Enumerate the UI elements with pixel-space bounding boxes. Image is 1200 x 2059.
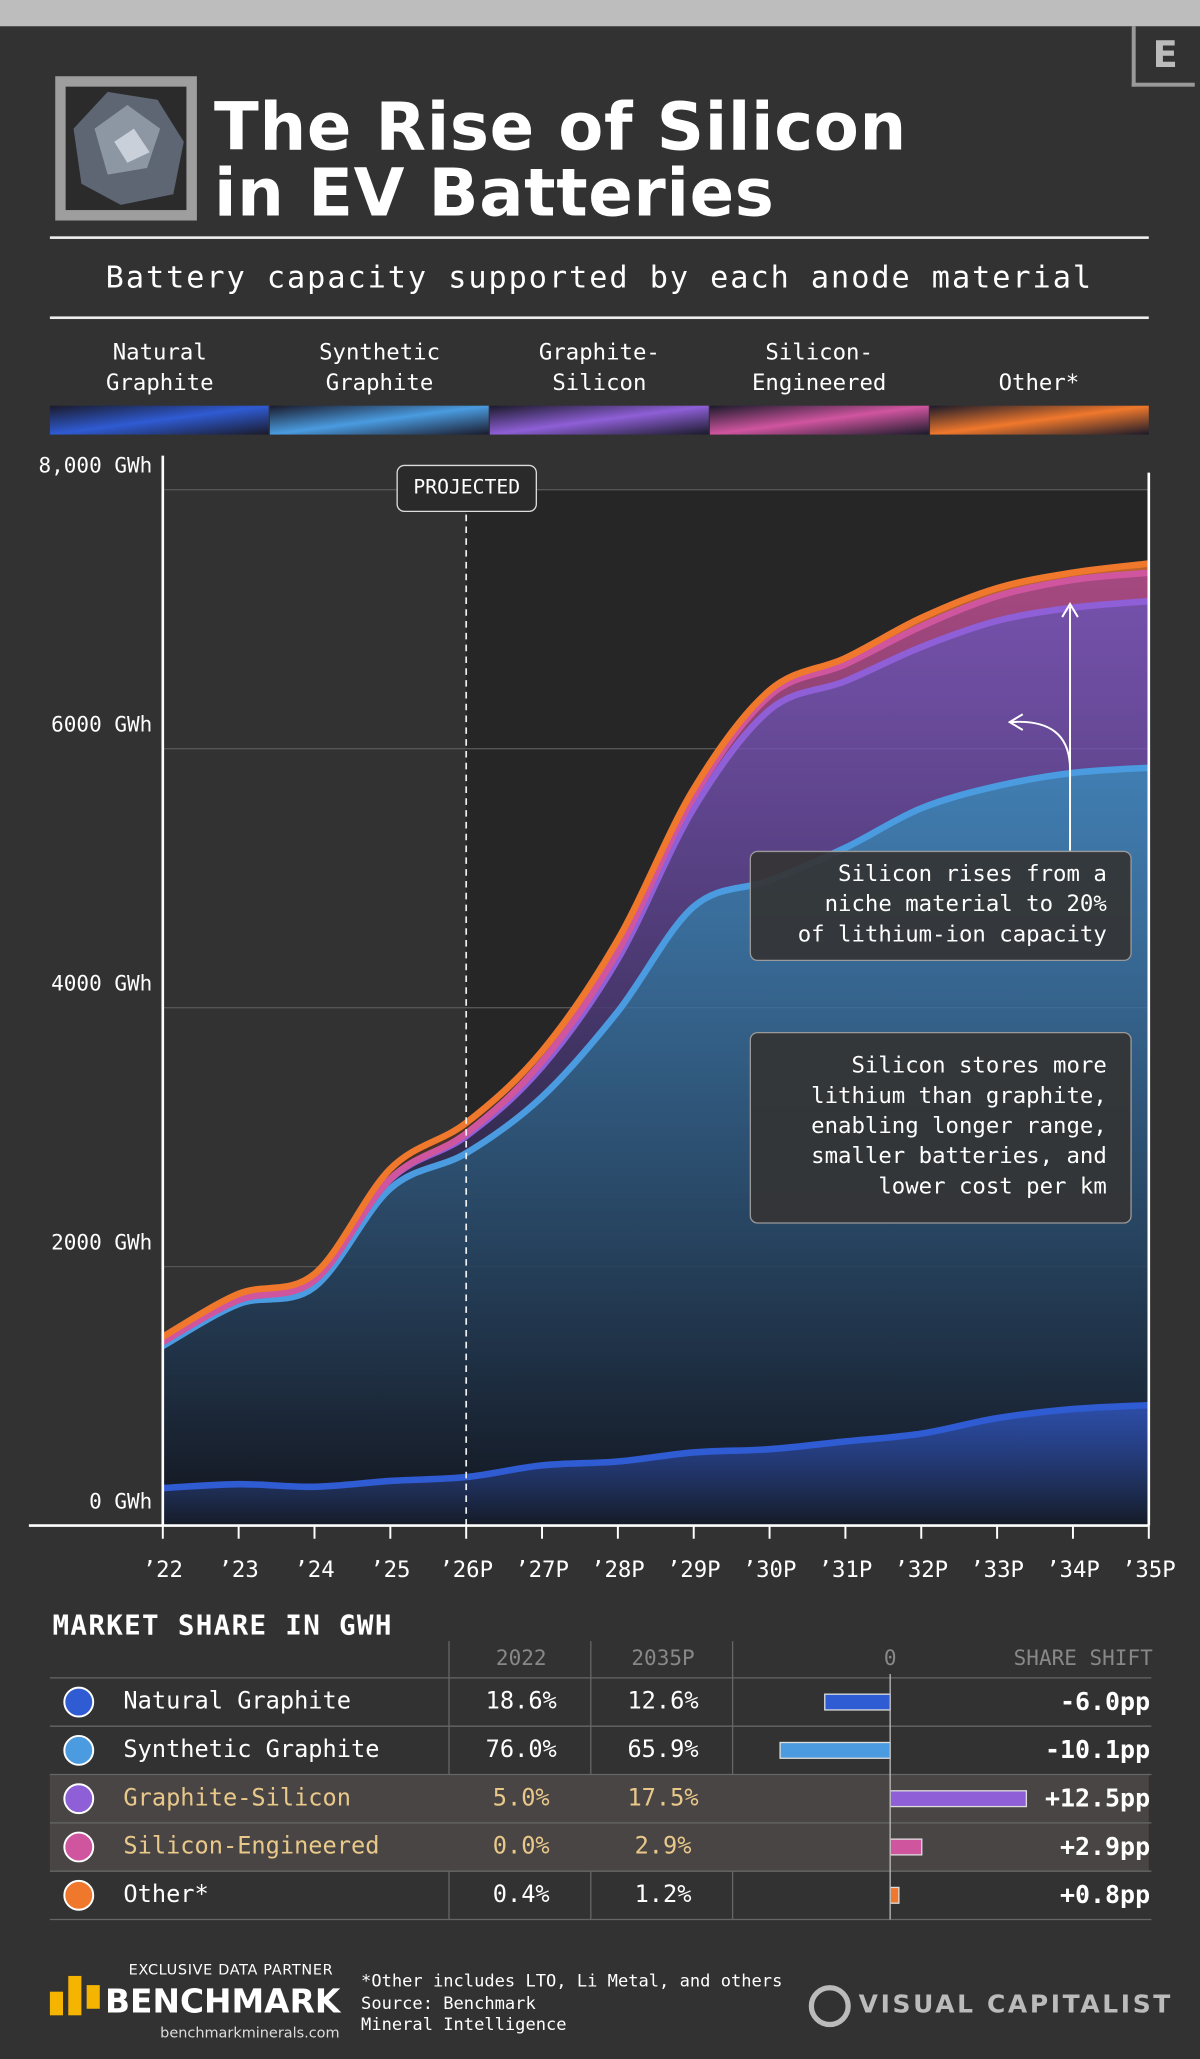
- share-2022: 0.0%: [493, 1832, 550, 1860]
- x-tick-label: ’34P: [1046, 1557, 1100, 1583]
- row-icon: [63, 1686, 95, 1718]
- x-tick-label: ’32P: [894, 1557, 948, 1583]
- row-name: Natural Graphite: [123, 1687, 351, 1715]
- x-tick-label: ’31P: [819, 1557, 873, 1583]
- y-tick-label: 6000 GWh: [51, 713, 152, 737]
- x-tick-label: ’26P: [439, 1557, 493, 1583]
- partner: BENCHMARK: [105, 1982, 341, 2021]
- row-icon: [63, 1783, 95, 1815]
- row-name: Graphite-Silicon: [123, 1783, 351, 1811]
- y-tick-label: 0 GWh: [89, 1490, 152, 1514]
- x-tick-label: ’33P: [970, 1557, 1024, 1583]
- table-title: MARKET SHARE IN GWH: [53, 1609, 393, 1642]
- row-icon: [63, 1879, 95, 1911]
- x-tick-label: ’28P: [591, 1557, 645, 1583]
- row-icon: [63, 1734, 95, 1766]
- source: Source: Benchmark Mineral Intelligence: [361, 1994, 567, 2036]
- x-tick-label: ’29P: [667, 1557, 721, 1583]
- share-2035: 1.2%: [635, 1880, 692, 1908]
- y-tick-label: 8,000 GWh: [39, 454, 153, 478]
- share-2022: 5.0%: [493, 1783, 550, 1811]
- partner-url: benchmarkminerals.com: [160, 2024, 340, 2042]
- logo: E: [1131, 26, 1195, 87]
- shift-bar: [824, 1693, 891, 1711]
- arrowhead: [1061, 602, 1079, 618]
- row-name: Other*: [123, 1880, 208, 1908]
- legend-label: Natural Graphite: [106, 340, 214, 397]
- annotation: Silicon rises from a niche material to 2…: [749, 850, 1132, 962]
- brand: VISUAL CAPITALIST: [858, 1990, 1173, 2020]
- legend-swatch: [269, 405, 489, 435]
- column-header: 2022: [496, 1646, 547, 1670]
- legend: Natural Graphite Synthetic Graphite Graphi…: [50, 336, 1149, 399]
- vc-logo: [808, 1985, 851, 2028]
- x-tick-label: ’24: [294, 1557, 334, 1583]
- rule: [49, 236, 1149, 239]
- rock-icon: [55, 76, 197, 221]
- area: [162, 601, 1149, 1347]
- shift-label: +12.5pp: [1045, 1784, 1150, 1813]
- series-line: [161, 764, 1150, 1349]
- legend-label: Graphite-Silicon: [538, 340, 660, 397]
- shift-label: +2.9pp: [1060, 1832, 1150, 1861]
- arrowhead: [1007, 713, 1024, 731]
- partner-label: EXCLUSIVE DATA PARTNER: [128, 1961, 334, 1979]
- legend-label: Synthetic Graphite: [319, 340, 441, 397]
- top-bar: [0, 0, 1200, 27]
- y-tick-label: 2000 GWh: [51, 1231, 152, 1255]
- shift-bar: [889, 1838, 923, 1856]
- x-tick-label: ’27P: [515, 1557, 569, 1583]
- legend-label: Silicon-Engineered: [751, 340, 887, 397]
- share-2035: 12.6%: [627, 1687, 698, 1715]
- shift-label: -6.0pp: [1060, 1687, 1150, 1716]
- benchmark-logo: [49, 1975, 100, 2016]
- legend-swatch: [489, 405, 709, 435]
- shift-label: -10.1pp: [1045, 1735, 1150, 1764]
- row-name: Silicon-Engineered: [123, 1832, 379, 1860]
- shift-bar: [779, 1741, 891, 1759]
- share-2022: 76.0%: [486, 1735, 557, 1763]
- share-2035: 2.9%: [635, 1832, 692, 1860]
- projected-label: PROJECTED: [396, 464, 537, 513]
- x-tick-label: ’35P: [1122, 1557, 1176, 1583]
- shift-bar: [889, 1886, 900, 1904]
- series-line: [162, 1401, 1149, 1492]
- x-tick-label: ’23: [219, 1557, 259, 1583]
- legend-swatch: [930, 405, 1149, 435]
- legend-swatch: [49, 405, 269, 435]
- y-tick-label: 4000 GWh: [51, 972, 152, 996]
- legend-swatch: [710, 405, 929, 435]
- row-highlight: [49, 1822, 1149, 1872]
- column-header: 2035P: [631, 1646, 694, 1670]
- column-header: 0: [884, 1646, 897, 1670]
- x-tick-label: ’22: [143, 1557, 183, 1583]
- series-line: [161, 569, 1150, 1345]
- share-2035: 17.5%: [627, 1783, 698, 1811]
- footnote: *Other includes LTO, Li Metal, and other…: [361, 1971, 783, 1992]
- subtitle: Battery capacity supported by each anode…: [105, 261, 1093, 296]
- row-name: Synthetic Graphite: [123, 1735, 379, 1763]
- legend-label: Other*: [998, 370, 1080, 397]
- share-2035: 65.9%: [627, 1735, 698, 1763]
- row-icon: [63, 1831, 95, 1863]
- series-line: [161, 560, 1150, 1340]
- column-header: SHARE SHIFT: [1014, 1646, 1153, 1670]
- x-tick-label: ’30P: [743, 1557, 797, 1583]
- rule: [49, 316, 1149, 320]
- share-2022: 18.6%: [486, 1687, 557, 1715]
- arrow: [1010, 720, 1072, 770]
- shift-bar: [889, 1790, 1028, 1808]
- x-tick-label: ’25: [370, 1557, 410, 1583]
- annotation: Silicon stores more lithium than graphit…: [749, 1031, 1132, 1224]
- area: [162, 1405, 1149, 1526]
- share-2022: 0.4%: [493, 1880, 550, 1908]
- title: The Rise of Silicon in EV Batteries: [214, 89, 907, 232]
- shift-label: +0.8pp: [1060, 1880, 1150, 1909]
